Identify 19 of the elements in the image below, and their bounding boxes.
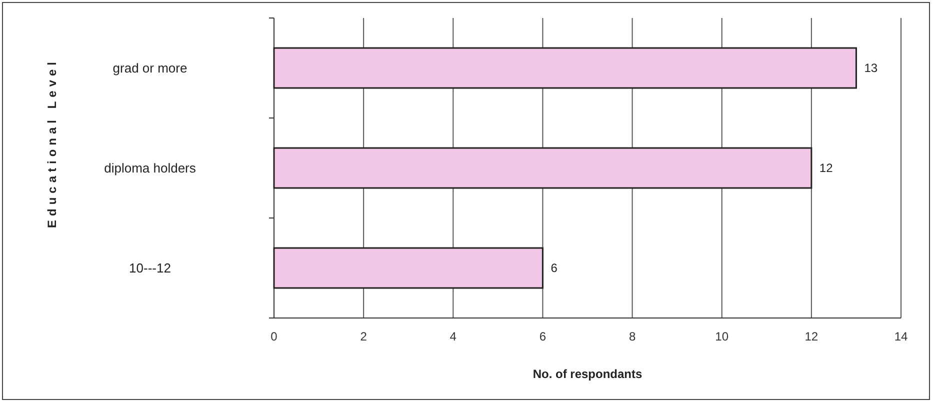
bar — [273, 247, 544, 289]
x-tick-label: 8 — [628, 330, 636, 344]
data-label: 6 — [550, 261, 558, 276]
data-label: 12 — [819, 161, 834, 176]
x-tick-label: 10 — [715, 330, 729, 344]
x-tick-label: 4 — [450, 330, 457, 344]
bar — [273, 147, 812, 189]
data-label: 13 — [864, 61, 878, 76]
x-tick-label: 6 — [539, 330, 546, 344]
x-tick-label: 14 — [894, 330, 908, 344]
bar — [273, 47, 857, 89]
y-axis-title: Educational Level — [45, 58, 59, 228]
y-tick-label: grad or more — [112, 60, 188, 76]
y-tick-label: diploma holders — [104, 160, 196, 176]
x-tick-label: 12 — [804, 330, 818, 344]
y-tick-label: 10---12 — [129, 260, 171, 276]
x-axis-title: No. of respondants — [532, 367, 642, 381]
x-tick-label: 0 — [270, 330, 278, 344]
x-tick-label: 2 — [360, 330, 368, 344]
